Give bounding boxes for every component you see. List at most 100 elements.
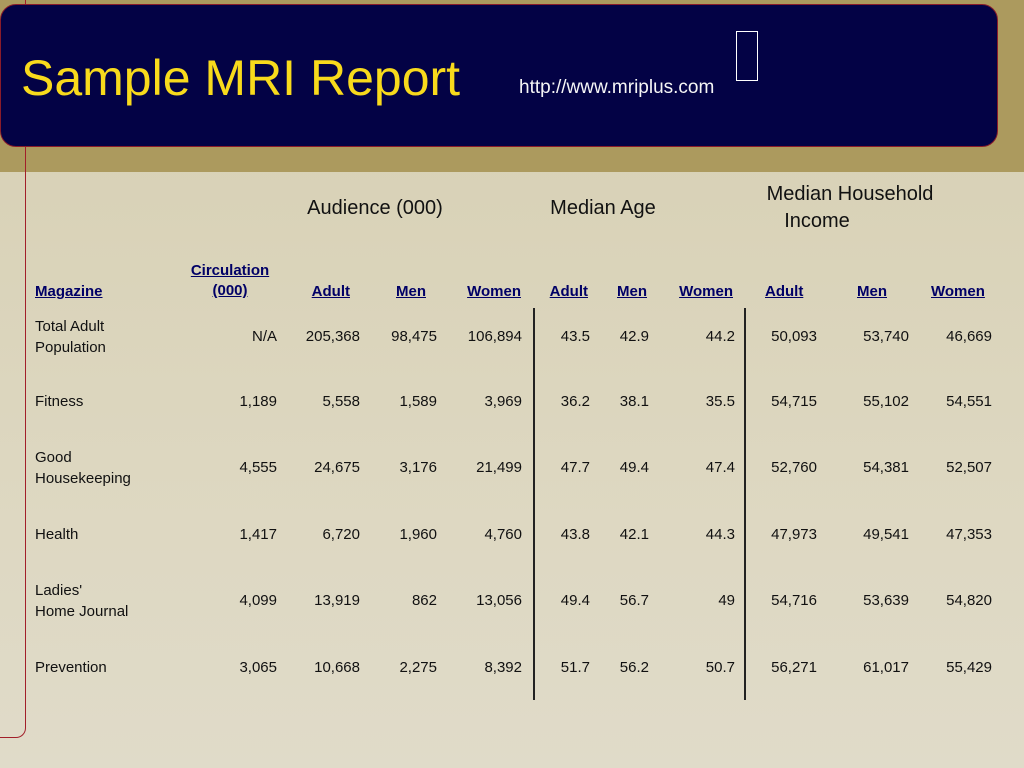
cell-inc-women: 47,353 [946,526,992,543]
row-magazine-name: Total Adult Population [35,316,106,358]
cell-inc-men: 49,541 [863,526,909,543]
cell-age-men: 42.9 [619,328,649,345]
cell-inc-men: 53,740 [863,328,909,345]
age-income-separator [744,308,746,700]
audience-group-header: Audience (000) [307,197,443,219]
cell-inc-men: 53,639 [863,592,909,609]
cell-age-adult: 47.7 [560,459,590,476]
cell-inc-women: 54,820 [946,592,992,609]
row-magazine-name-line1: Good [35,449,72,466]
source-url: http://www.mriplus.com [519,77,715,98]
median-income-header-line2: Income [784,210,850,232]
cell-age-adult: 43.5 [560,328,590,345]
row-magazine-name-line2: Housekeeping [35,470,131,487]
cell-inc-women: 54,551 [946,393,992,410]
cell-inc-adult: 54,715 [771,393,817,410]
audience-age-separator [533,308,535,700]
cell-aud-women: 4,760 [484,526,522,543]
row-magazine-name-line1: Ladies' [35,582,83,599]
median-income-header-line1: Median Household [766,183,934,205]
cell-aud-women: 8,392 [484,659,522,676]
left-frame-line [0,0,26,738]
title-box: Sample MRI Report http://www.mriplus.com [0,4,998,147]
cell-aud-adult: 205,368 [305,328,360,345]
cell-aud-adult: 24,675 [314,459,360,476]
cell-circ: 1,417 [239,526,277,543]
cell-aud-women: 13,056 [476,592,522,609]
cell-age-men: 49.4 [619,459,649,476]
cell-age-women: 49 [718,592,735,609]
cell-age-men: 38.1 [619,393,649,410]
col-header-circulation: Circulation (000) [180,261,280,301]
cell-age-adult: 49.4 [560,592,590,609]
cell-age-men: 56.7 [619,592,649,609]
row-magazine-name-line1: Prevention [35,659,107,676]
cell-age-women: 47.4 [705,459,735,476]
cell-inc-adult: 56,271 [771,659,817,676]
col-header-circulation-line1: Circulation [190,262,270,279]
row-magazine-name: Good Housekeeping [35,447,131,489]
cell-inc-women: 46,669 [946,328,992,345]
col-header-audience-adult: Adult [311,283,350,300]
col-header-age-women: Women [679,283,733,300]
cell-inc-women: 52,507 [946,459,992,476]
cell-inc-adult: 54,716 [771,592,817,609]
cell-circ: 4,099 [239,592,277,609]
cell-aud-women: 106,894 [467,328,522,345]
cell-circ: 3,065 [239,659,277,676]
cell-inc-men: 55,102 [863,393,909,410]
row-magazine-name-line1: Fitness [35,393,84,410]
col-header-income-adult: Adult [765,283,804,300]
cell-circ: 4,555 [239,459,277,476]
row-magazine-name-line1: Total Adult [35,318,105,335]
col-header-age-men: Men [617,283,647,300]
cell-inc-adult: 52,760 [771,459,817,476]
cell-aud-adult: 10,668 [314,659,360,676]
cell-age-adult: 36.2 [560,393,590,410]
slide-title: Sample MRI Report [21,50,461,106]
cell-age-women: 44.2 [705,328,735,345]
cell-aud-men: 98,475 [391,328,437,345]
col-header-circulation-line2: (000) [212,282,248,299]
cell-age-women: 44.3 [705,526,735,543]
cell-aud-adult: 5,558 [322,393,360,410]
cell-circ: 1,189 [239,393,277,410]
cell-age-adult: 51.7 [560,659,590,676]
cell-aud-men: 1,589 [399,393,437,410]
row-magazine-name: Fitness [35,391,83,412]
median-age-group-header: Median Age [550,197,656,219]
cell-inc-men: 54,381 [863,459,909,476]
cell-inc-women: 55,429 [946,659,992,676]
cell-age-men: 42.1 [619,526,649,543]
col-header-income-women: Women [931,283,985,300]
col-header-audience-men: Men [396,283,426,300]
cell-aud-men: 3,176 [399,459,437,476]
cell-age-men: 56.2 [619,659,649,676]
row-magazine-name: Prevention [35,657,107,678]
cell-age-adult: 43.8 [560,526,590,543]
cell-aud-men: 2,275 [399,659,437,676]
cell-aud-women: 3,969 [484,393,522,410]
row-magazine-name-line1: Health [35,526,79,543]
cell-aud-men: 1,960 [399,526,437,543]
col-header-magazine: Magazine [35,283,103,300]
cell-aud-men: 862 [411,592,437,609]
median-income-group-header: Median Household Income [740,181,960,235]
row-magazine-name: Health [35,524,78,545]
cell-circ: N/A [251,328,277,345]
cell-inc-adult: 47,973 [771,526,817,543]
cell-age-women: 35.5 [705,393,735,410]
col-header-audience-women: Women [467,283,521,300]
row-magazine-name-line2: Home Journal [35,603,129,620]
cell-inc-men: 61,017 [863,659,909,676]
cell-aud-adult: 6,720 [322,526,360,543]
missing-glyph-icon [736,31,758,81]
cell-aud-adult: 13,919 [314,592,360,609]
col-header-income-men: Men [857,283,887,300]
row-magazine-name-line2: Population [35,339,106,356]
cell-aud-women: 21,499 [476,459,522,476]
cell-inc-adult: 50,093 [771,328,817,345]
cell-age-women: 50.7 [705,659,735,676]
row-magazine-name: Ladies' Home Journal [35,580,128,622]
col-header-age-adult: Adult [549,283,588,300]
